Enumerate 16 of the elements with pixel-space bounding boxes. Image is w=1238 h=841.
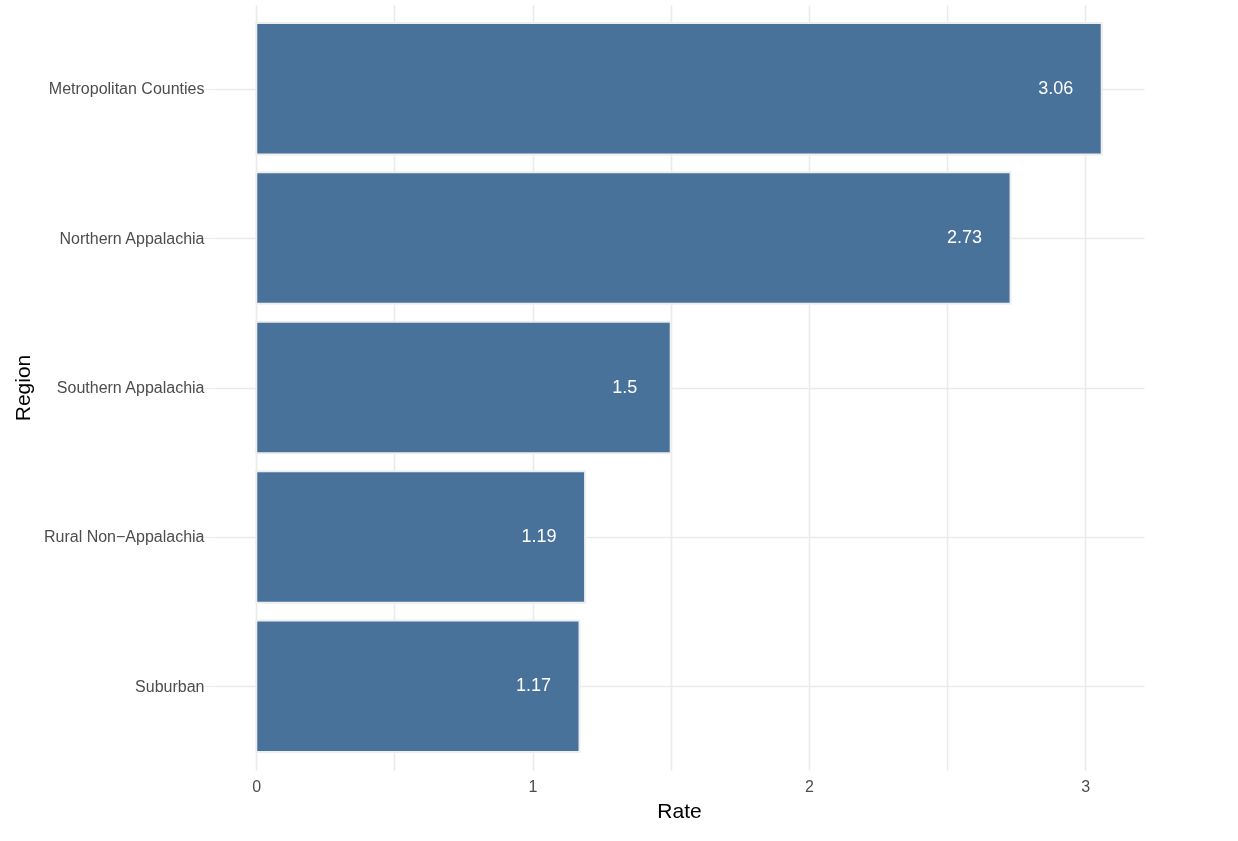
- x-tick-label: 3: [1081, 777, 1091, 795]
- y-tick-label: Metropolitan Counties: [48, 80, 205, 98]
- data-label: 1.19: [521, 525, 557, 546]
- y-axis-title: Region: [10, 354, 34, 422]
- data-label: 2.73: [947, 227, 983, 248]
- data-label: 1.17: [516, 675, 552, 696]
- x-tick-label: 2: [804, 777, 814, 795]
- x-tick-label: 0: [252, 777, 262, 795]
- y-tick-label: Suburban: [135, 677, 205, 695]
- y-tick-label: Southern Appalachia: [56, 379, 205, 396]
- x-tick-label: 1: [528, 777, 538, 795]
- data-label: 3.06: [1038, 77, 1074, 98]
- data-label: 1.5: [612, 376, 638, 397]
- x-axis-title: Rate: [657, 798, 702, 822]
- y-tick-label: Rural Non−Appalachia: [43, 528, 205, 546]
- y-tick-label: Northern Appalachia: [59, 229, 205, 247]
